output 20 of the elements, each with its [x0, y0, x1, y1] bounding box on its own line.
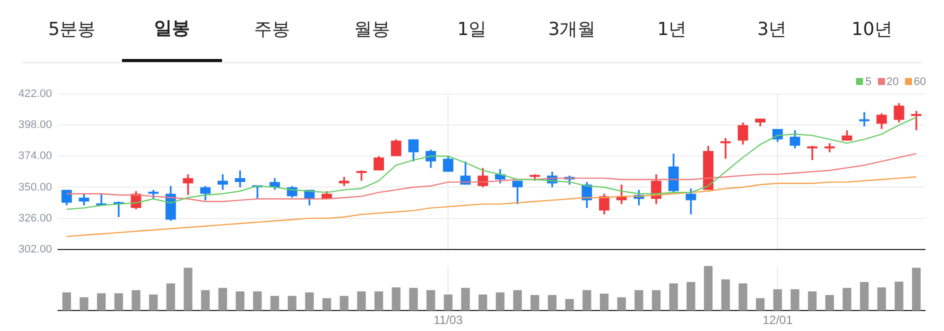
- text: 1년: [656, 18, 688, 42]
- text: 주봉: [253, 18, 291, 42]
- legend-label: 5: [864, 76, 872, 88]
- y-tick-label: 350.00: [18, 181, 52, 194]
- legend-label: 60: [912, 76, 926, 88]
- text: 3개월: [547, 18, 597, 42]
- legend-label: 20: [886, 76, 899, 88]
- text: 3년: [756, 18, 788, 42]
- y-tick-label: 398.00: [18, 119, 52, 132]
- x-tick-label: 12/01: [762, 313, 793, 328]
- y-tick-label: 326.00: [18, 212, 52, 224]
- y-tick-label: 422.00: [18, 88, 52, 100]
- y-tick-label: 302.00: [18, 243, 52, 256]
- x-tick-label: 11/03: [434, 313, 464, 328]
- text: 월봉: [353, 18, 391, 42]
- text: 일봉: [122, 0, 222, 62]
- text: 10년: [850, 18, 894, 42]
- y-tick-label: 374.00: [18, 150, 52, 162]
- text: 1일: [456, 18, 488, 42]
- text: 5분봉: [47, 18, 97, 42]
